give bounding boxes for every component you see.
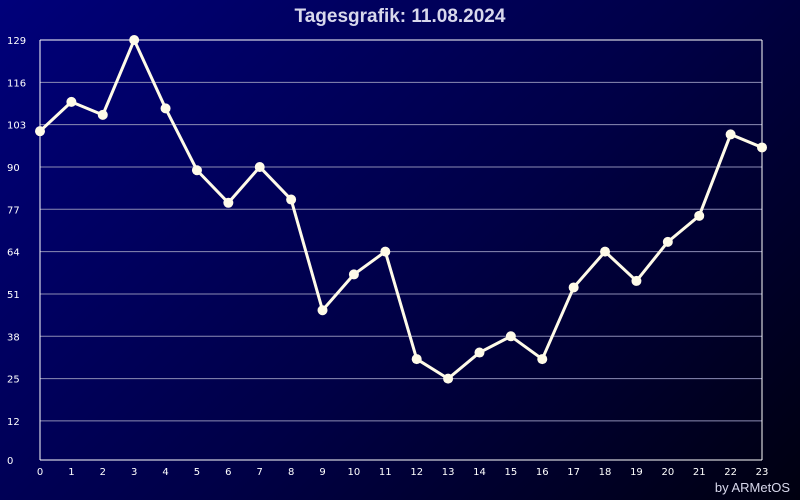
data-point-23 <box>757 142 767 153</box>
x-tick-label-1: 1 <box>68 467 74 478</box>
y-tick-label-4: 51 <box>7 290 20 301</box>
x-tick-label-19: 19 <box>630 467 643 478</box>
y-tick-label-6: 77 <box>7 205 20 216</box>
data-point-2 <box>97 109 108 120</box>
y-tick-label-10: 129 <box>7 36 26 47</box>
x-tick-label-21: 21 <box>693 467 706 478</box>
x-tick-label-11: 11 <box>379 467 392 478</box>
data-point-6 <box>223 197 234 208</box>
x-tick-label-8: 8 <box>288 467 294 478</box>
data-point-5 <box>191 165 202 176</box>
x-tick-label-3: 3 <box>131 467 137 478</box>
x-tick-label-14: 14 <box>473 467 486 478</box>
x-tick-label-18: 18 <box>599 467 612 478</box>
x-tick-label-0: 0 <box>37 467 43 478</box>
y-tick-label-9: 116 <box>7 78 26 89</box>
data-point-19 <box>631 275 642 286</box>
y-tick-label-1: 12 <box>7 417 20 428</box>
x-tick-label-23: 23 <box>756 467 769 478</box>
x-tick-label-22: 22 <box>724 467 737 478</box>
x-tick-label-20: 20 <box>661 467 674 478</box>
x-tick-label-4: 4 <box>162 467 168 478</box>
data-point-21 <box>694 210 705 221</box>
credit-text: by ARMetOS <box>714 480 790 495</box>
x-tick-label-6: 6 <box>225 467 231 478</box>
data-point-11 <box>380 246 391 257</box>
y-tick-label-3: 38 <box>7 332 20 343</box>
plot-frame <box>39 39 763 461</box>
data-point-7 <box>254 161 265 172</box>
x-tick-label-12: 12 <box>410 467 423 478</box>
data-point-4 <box>160 103 171 114</box>
data-point-1 <box>66 96 77 107</box>
x-tick-label-10: 10 <box>348 467 361 478</box>
grid-lines <box>40 81 762 422</box>
data-point-8 <box>286 194 297 205</box>
data-point-14 <box>474 347 485 358</box>
x-axis-tick-labels: 0 1 2 3 4 5 6 7 8 9 10 11 12 13 14 15 16 17 18 19 20 21 22 23 <box>37 467 769 478</box>
data-point-22 <box>725 129 736 140</box>
data-point-17 <box>568 282 579 293</box>
x-tick-label-17: 17 <box>567 467 580 478</box>
x-tick-label-9: 9 <box>319 467 325 478</box>
x-tick-label-13: 13 <box>442 467 455 478</box>
data-point-18 <box>600 246 611 257</box>
x-tick-label-15: 15 <box>505 467 518 478</box>
x-tick-label-2: 2 <box>100 467 106 478</box>
data-point-15 <box>505 331 516 342</box>
y-tick-label-5: 64 <box>7 248 20 259</box>
data-point-13 <box>443 373 454 384</box>
data-point-12 <box>411 354 422 365</box>
chart-title: Tagesgrafik: 11.08.2024 <box>294 6 506 27</box>
y-tick-label-2: 25 <box>7 375 20 386</box>
data-point-16 <box>537 354 548 365</box>
series-line <box>38 38 763 381</box>
x-tick-label-5: 5 <box>194 467 200 478</box>
data-point-0 <box>35 126 45 137</box>
data-point-9 <box>317 305 328 316</box>
data-point-3 <box>129 35 140 45</box>
y-tick-label-0: 0 <box>7 456 13 467</box>
y-tick-label-7: 90 <box>7 163 20 174</box>
x-tick-label-16: 16 <box>536 467 549 478</box>
x-tick-label-7: 7 <box>257 467 263 478</box>
y-axis-tick-labels: 0 12 25 38 51 64 77 90 103 116 129 <box>7 36 26 467</box>
series-line-group <box>35 35 767 384</box>
data-point-10 <box>348 269 359 280</box>
data-point-20 <box>662 236 673 247</box>
y-tick-label-8: 103 <box>7 121 26 132</box>
